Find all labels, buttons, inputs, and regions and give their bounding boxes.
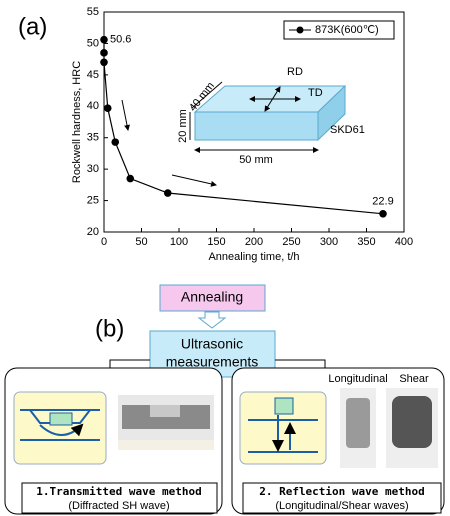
measurement-label: Ultrasonic bbox=[181, 336, 243, 352]
panel-label: (b) bbox=[95, 315, 124, 342]
data-point bbox=[104, 104, 112, 112]
method-title: 2. Reflection wave method bbox=[259, 485, 425, 498]
flow-arrow bbox=[199, 312, 225, 328]
x-tick-label: 50 bbox=[135, 236, 147, 248]
data-label: 50.6 bbox=[110, 34, 131, 46]
x-tick-label: 350 bbox=[357, 236, 375, 248]
panel-label: (a) bbox=[18, 13, 47, 40]
x-tick-label: 400 bbox=[395, 236, 413, 248]
method-subtitle: (Longitudinal/Shear waves) bbox=[275, 500, 408, 512]
legend-marker bbox=[297, 27, 304, 34]
annotation: RD bbox=[287, 66, 303, 78]
probe-label: Longitudinal bbox=[328, 373, 387, 385]
transmitted-schematic bbox=[14, 392, 106, 464]
data-point bbox=[164, 189, 172, 197]
annotation: TD bbox=[308, 87, 323, 99]
measurement-label: measurements bbox=[166, 354, 259, 370]
y-tick-label: 35 bbox=[87, 132, 99, 144]
y-tick-label: 20 bbox=[87, 226, 99, 238]
x-tick-label: 200 bbox=[245, 236, 263, 248]
x-tick-label: 100 bbox=[170, 236, 188, 248]
data-point bbox=[379, 210, 387, 218]
data-point bbox=[100, 36, 108, 44]
figure: (a) Annealing time, t/h Rockwell hardnes… bbox=[0, 0, 450, 516]
y-tick-label: 40 bbox=[87, 100, 99, 112]
y-tick-label: 25 bbox=[87, 194, 99, 206]
probe-photo bbox=[340, 388, 438, 468]
probe-label: Shear bbox=[399, 373, 429, 385]
y-tick-label: 45 bbox=[87, 69, 99, 81]
y-tick-label: 50 bbox=[87, 37, 99, 49]
specimen-photo bbox=[118, 395, 214, 450]
x-tick-label: 150 bbox=[207, 236, 225, 248]
annotation: 20 mm bbox=[177, 109, 189, 143]
x-axis-label: Annealing time, t/h bbox=[208, 251, 299, 263]
annotation: SKD61 bbox=[330, 124, 365, 136]
y-tick-label: 30 bbox=[87, 163, 99, 175]
method-title: 1.Transmitted wave method bbox=[36, 485, 202, 498]
y-axis-label: Rockwell hardness, HRC bbox=[71, 61, 83, 183]
legend-label: 873K(600℃) bbox=[315, 24, 379, 36]
x-tick-label: 300 bbox=[320, 236, 338, 248]
x-tick-label: 250 bbox=[282, 236, 300, 248]
annotation: 50 mm bbox=[239, 154, 273, 166]
reflection-schematic bbox=[240, 392, 326, 464]
process-label: Annealing bbox=[181, 289, 243, 305]
data-point bbox=[100, 58, 108, 66]
method-subtitle: (Diffracted SH wave) bbox=[68, 500, 169, 512]
x-tick-label: 0 bbox=[101, 236, 107, 248]
data-point bbox=[126, 175, 134, 183]
y-tick-label: 55 bbox=[87, 6, 99, 18]
data-point bbox=[111, 138, 119, 146]
data-point bbox=[100, 49, 108, 57]
data-label: 22.9 bbox=[372, 196, 393, 208]
